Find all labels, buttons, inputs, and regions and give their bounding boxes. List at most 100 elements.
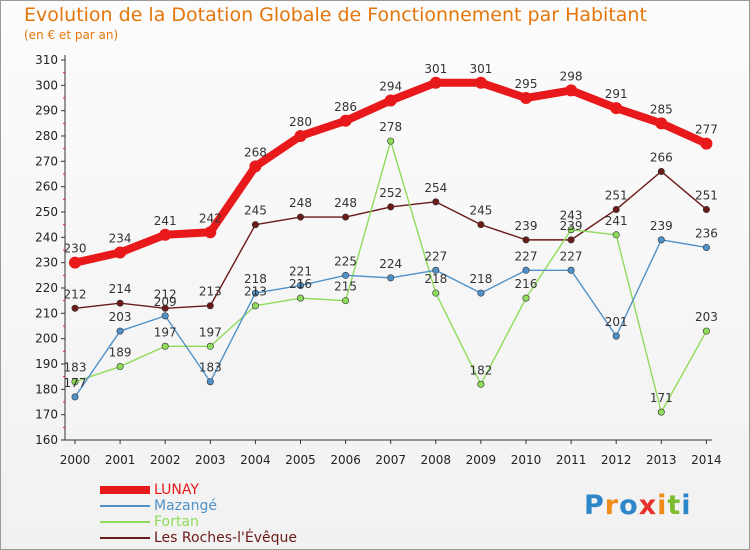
y-tick-label: 210 — [35, 306, 58, 320]
x-tick-label: 2008 — [421, 453, 452, 467]
data-point — [432, 289, 440, 297]
legend-label: Fortan — [154, 514, 199, 530]
y-tick-label: 250 — [35, 205, 58, 219]
data-label: 243 — [560, 209, 583, 223]
legend: LUNAY Mazangé Fortan Les Roches-l'Évêque — [100, 482, 360, 546]
data-label: 225 — [334, 254, 357, 268]
logo-letter: x — [638, 490, 658, 521]
data-point — [159, 228, 172, 241]
data-point — [612, 231, 620, 239]
data-label: 239 — [515, 219, 538, 233]
data-label: 218 — [424, 272, 447, 286]
legend-swatch — [100, 537, 150, 539]
data-label: 213 — [199, 285, 222, 299]
data-point — [702, 205, 710, 213]
data-point — [342, 271, 350, 279]
data-point — [477, 221, 485, 229]
data-label: 201 — [605, 315, 628, 329]
data-point — [296, 281, 304, 289]
data-point — [71, 304, 79, 312]
data-label: 230 — [64, 242, 87, 256]
series-lines — [69, 76, 713, 416]
x-tick-label: 2012 — [601, 453, 632, 467]
data-point — [657, 167, 665, 175]
data-label: 251 — [695, 188, 718, 202]
data-label: 278 — [379, 120, 402, 134]
data-point — [206, 302, 214, 310]
data-label: 234 — [109, 232, 132, 246]
data-label: 212 — [154, 287, 177, 301]
data-point — [116, 363, 124, 371]
data-point — [657, 408, 665, 416]
data-point — [384, 94, 397, 107]
data-point — [702, 327, 710, 335]
data-label: 209 — [154, 295, 177, 309]
y-tick-label: 200 — [35, 332, 58, 346]
data-label: 215 — [334, 280, 357, 294]
y-tick-label: 170 — [35, 408, 58, 422]
x-tick-label: 2014 — [691, 453, 722, 467]
data-label: 213 — [244, 285, 267, 299]
proxiti-logo: Proxiti — [584, 490, 692, 521]
data-label: 239 — [560, 219, 583, 233]
data-point — [567, 266, 575, 274]
data-point — [249, 160, 262, 173]
data-label: 218 — [244, 272, 267, 286]
data-label: 285 — [650, 102, 673, 116]
data-point — [655, 117, 668, 130]
data-label: 280 — [289, 115, 312, 129]
legend-swatch — [100, 486, 150, 494]
legend-item: LUNAY — [100, 482, 360, 498]
data-label: 183 — [64, 361, 87, 375]
axes: 1601701801902002102202302402502602702802… — [35, 53, 722, 467]
logo-letter: i — [657, 490, 668, 521]
data-point — [612, 332, 620, 340]
y-tick-label: 190 — [35, 357, 58, 371]
data-point — [116, 327, 124, 335]
x-tick-label: 2004 — [240, 453, 271, 467]
x-tick-label: 2006 — [330, 453, 361, 467]
logo-letter: t — [667, 490, 682, 521]
data-label: 189 — [109, 346, 132, 360]
x-tick-label: 2009 — [466, 453, 497, 467]
data-point — [520, 92, 532, 104]
data-point — [522, 236, 530, 244]
legend-item: Mazangé — [100, 498, 360, 514]
data-point — [387, 203, 395, 211]
y-tick-label: 260 — [35, 180, 58, 194]
data-point — [342, 213, 350, 221]
data-point — [251, 302, 259, 310]
y-tick-label: 230 — [35, 256, 58, 270]
data-label: 197 — [199, 325, 222, 339]
logo-letter: o — [619, 490, 639, 521]
data-point — [71, 393, 79, 401]
data-point — [251, 289, 259, 297]
data-label: 286 — [334, 100, 357, 114]
data-label: 236 — [695, 226, 718, 240]
data-point — [339, 114, 352, 127]
data-point — [429, 76, 442, 89]
data-point — [296, 213, 304, 221]
y-tick-label: 220 — [35, 281, 58, 295]
data-point — [294, 130, 307, 142]
data-point — [522, 294, 530, 302]
data-point — [296, 294, 304, 302]
data-label: 218 — [469, 272, 492, 286]
data-point — [204, 226, 217, 239]
x-tick-label: 2002 — [150, 453, 181, 467]
data-point — [206, 378, 214, 386]
data-point — [161, 304, 169, 312]
x-tick-label: 2010 — [511, 453, 542, 467]
data-label: 252 — [379, 186, 402, 200]
data-label: 171 — [650, 391, 673, 405]
y-tick-label: 310 — [35, 53, 58, 67]
chart-subtitle: (en € et par an) — [24, 28, 119, 42]
x-tick-label: 2007 — [375, 453, 406, 467]
data-label: 227 — [560, 249, 583, 263]
data-label: 241 — [605, 214, 628, 228]
data-label: 182 — [469, 363, 492, 377]
logo-letter: r — [604, 490, 620, 521]
data-label: 183 — [199, 361, 222, 375]
